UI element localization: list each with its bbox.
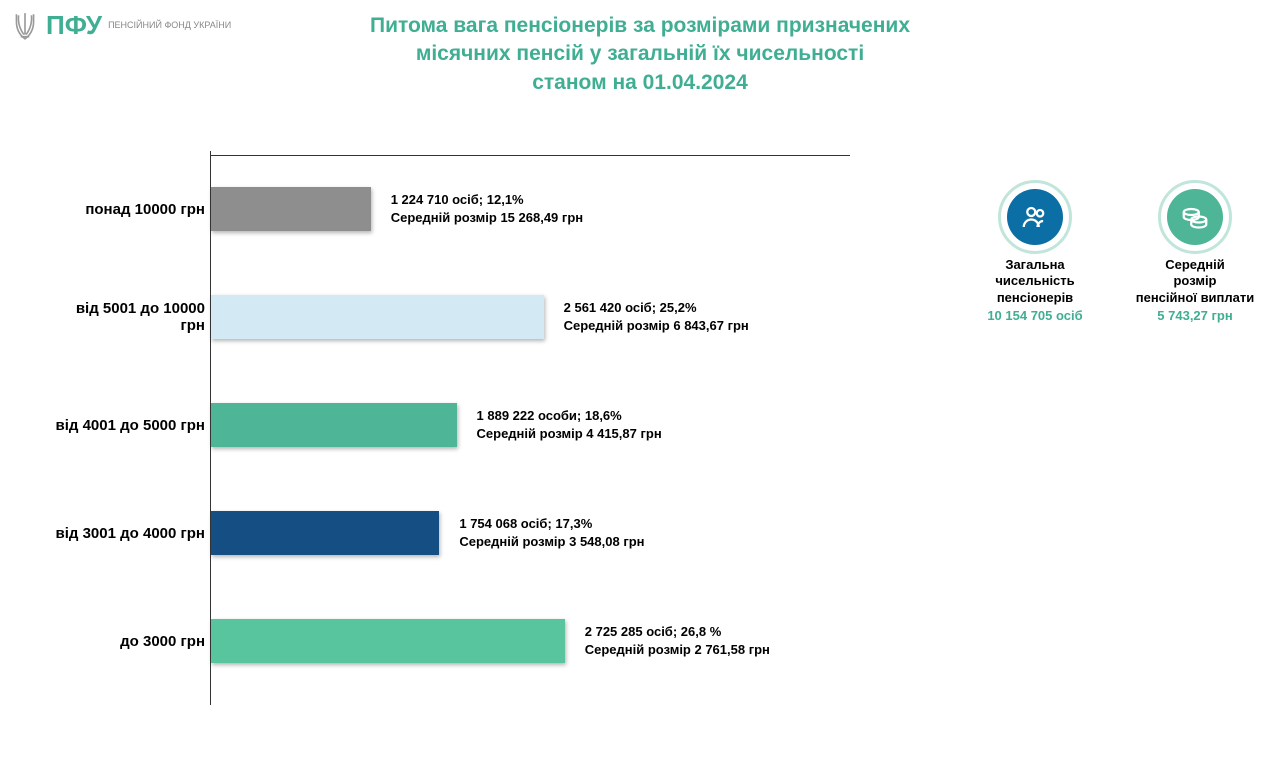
value-label: 1 224 710 осіб; 12,1%Середній розмір 15 … <box>391 191 583 226</box>
chart-row: від 3001 до 4000 грн1 754 068 осіб; 17,3… <box>60 479 940 587</box>
chart-title: Питома вага пенсіонерів за розмірами при… <box>0 12 1280 97</box>
stat-value: 10 154 705 осіб <box>970 308 1100 323</box>
summary-stats: Загальна чисельність пенсіонерів 10 154 7… <box>970 185 1260 323</box>
bar <box>211 187 371 231</box>
category-label: від 4001 до 5000 грн <box>50 417 205 434</box>
category-label: до 3000 грн <box>50 633 205 650</box>
category-label: понад 10000 грн <box>50 201 205 218</box>
chart-row: до 3000 грн2 725 285 осіб; 26,8 %Середні… <box>60 587 940 695</box>
stat-label: Загальна чисельність пенсіонерів <box>970 257 1100 306</box>
bar <box>211 295 544 339</box>
bar-chart: понад 10000 грн1 224 710 осіб; 12,1%Сере… <box>60 155 940 695</box>
coins-icon <box>1163 185 1227 249</box>
stat-card: Загальна чисельність пенсіонерів 10 154 7… <box>970 185 1100 323</box>
value-label: 1 754 068 осіб; 17,3%Середній розмір 3 5… <box>459 515 644 550</box>
category-label: від 3001 до 4000 грн <box>50 525 205 542</box>
value-label: 2 561 420 осіб; 25,2%Середній розмір 6 8… <box>564 299 749 334</box>
stat-card: Середній розмір пенсійної виплати 5 743,2… <box>1130 185 1260 323</box>
chart-row: від 5001 до 10000 грн2 561 420 осіб; 25,… <box>60 263 940 371</box>
people-icon <box>1003 185 1067 249</box>
chart-row: понад 10000 грн1 224 710 осіб; 12,1%Сере… <box>60 155 940 263</box>
stat-label: Середній розмір пенсійної виплати <box>1130 257 1260 306</box>
stat-value: 5 743,27 грн <box>1130 308 1260 323</box>
bar <box>211 403 457 447</box>
bar <box>211 511 439 555</box>
axis-left <box>210 155 211 705</box>
bar <box>211 619 565 663</box>
value-label: 1 889 222 особи; 18,6%Середній розмір 4 … <box>477 407 662 442</box>
category-label: від 5001 до 10000 грн <box>50 300 205 334</box>
value-label: 2 725 285 осіб; 26,8 %Середній розмір 2 … <box>585 623 770 658</box>
chart-row: від 4001 до 5000 грн1 889 222 особи; 18,… <box>60 371 940 479</box>
